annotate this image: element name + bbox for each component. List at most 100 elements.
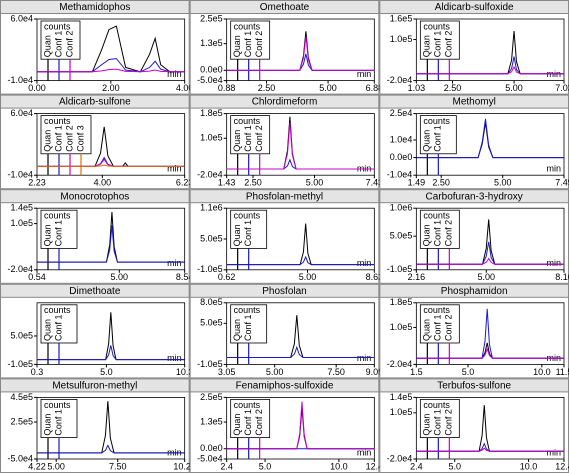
panel-title: Aldicarb-sulfoxide — [435, 2, 514, 13]
y-tick-label: 8.0e5 — [200, 297, 223, 307]
x-tick-label: 5.00 — [306, 178, 324, 188]
legend-label: Quan — [232, 130, 242, 152]
x-tick-label: 5.00 — [111, 272, 129, 282]
panel-border — [379, 283, 569, 379]
x-tick-label: 0.3 — [31, 367, 44, 377]
legend-label: Conf 2 — [64, 125, 74, 152]
panel-border — [0, 94, 190, 190]
x-tick-label: 10.0 — [533, 367, 551, 377]
x-tick-label: 5.0 — [259, 461, 272, 471]
plot-frame — [226, 18, 375, 81]
y-axis-label: counts — [44, 400, 71, 410]
plot-frame — [36, 396, 186, 460]
y-tick-label: -2.0e4 — [197, 170, 223, 180]
plot-frame — [36, 113, 186, 176]
y-axis-label: counts — [44, 21, 71, 31]
x-tick-label: 8.16 — [555, 272, 569, 282]
y-axis-label: counts — [234, 211, 261, 221]
legend-label: Quan — [422, 130, 432, 152]
legend-label: Conf 2 — [444, 220, 454, 247]
title-bar — [0, 189, 190, 204]
x-tick-label: 5.00 — [505, 83, 523, 93]
title-bar — [0, 378, 190, 393]
trace — [226, 36, 375, 71]
x-tick-label: 2.4 — [220, 461, 233, 471]
y-tick-label: 2.5e5 — [200, 392, 223, 402]
y-tick-label: 1.6e5 — [390, 13, 413, 23]
x-tick-label: 2.50 — [432, 178, 450, 188]
x-axis-label: min — [167, 258, 182, 268]
panel-title: Carbofuran-3-hydroxy — [426, 191, 523, 202]
x-tick-label: 4.00 — [94, 178, 112, 188]
y-tick-label: -2.0e4 — [387, 75, 413, 85]
legend-label: Quan — [42, 35, 52, 57]
x-axis-label: min — [357, 447, 372, 457]
title-bar — [0, 283, 190, 298]
y-tick-label: 1.3e5 — [200, 416, 223, 426]
legend-label: Conf 1 — [243, 31, 253, 58]
legend-label: Quan — [42, 414, 52, 436]
trace — [416, 447, 564, 452]
x-axis-label: min — [357, 69, 372, 79]
x-axis-label: min — [546, 447, 561, 457]
y-tick-label: 6.0e4 — [10, 13, 33, 23]
y-tick-label: 1.1e6 — [200, 203, 223, 213]
x-tick-label: 11.5 — [556, 367, 569, 377]
legend-label: Quan — [232, 319, 242, 341]
y-tick-label: 1.3e5 — [200, 38, 223, 48]
x-tick-label: 2.00 — [102, 83, 120, 93]
plot-frame — [415, 207, 565, 271]
legend-label: Quan — [42, 319, 52, 341]
legend-label: Conf 1 — [53, 220, 63, 247]
x-tick-label: 6.23 — [176, 178, 194, 188]
y-tick-label: 1.4e5 — [10, 203, 33, 213]
x-tick-label: 4.22 — [28, 461, 46, 471]
x-tick-label: 2.50 — [444, 83, 462, 93]
y-axis-label: counts — [423, 400, 450, 410]
legend-label: Quan — [422, 319, 432, 341]
panel-border — [189, 283, 380, 379]
x-tick-label: 7.43 — [366, 178, 384, 188]
panel-title: Phosphamidon — [441, 286, 508, 297]
legend-label: Quan — [42, 224, 52, 246]
trace — [37, 126, 185, 167]
legend-box — [419, 398, 460, 438]
x-axis-label: min — [546, 258, 561, 268]
panel-title: Dimethoate — [69, 286, 121, 297]
y-tick-label: -2.0e4 — [387, 359, 413, 369]
y-tick-label: -1.0e5 — [197, 359, 223, 369]
legend-box — [40, 115, 92, 155]
y-tick-label: -1.0e4 — [7, 170, 33, 180]
legend-box — [230, 115, 271, 155]
trace — [37, 345, 185, 361]
x-tick-label: 0.88 — [218, 83, 236, 93]
y-tick-label: -5.0e4 — [197, 453, 223, 463]
title-bar — [189, 378, 380, 393]
title-bar — [189, 189, 380, 204]
x-tick-label: 2.50 — [258, 83, 276, 93]
legend-label: Quan — [232, 414, 242, 436]
legend-label: Conf 2 — [254, 31, 264, 58]
panel-border — [189, 0, 380, 95]
x-tick-label: 7.50 — [327, 367, 345, 377]
legend-label: Conf 1 — [433, 31, 443, 58]
x-tick-label: 0.00 — [28, 83, 46, 93]
y-tick-label: 1.0e4 — [390, 134, 413, 144]
y-axis-label: counts — [44, 116, 71, 126]
panel-border — [379, 94, 569, 190]
title-bar — [189, 0, 380, 14]
panel-border — [0, 378, 190, 473]
legend-label: Quan — [232, 224, 242, 246]
x-tick-label: 7.49 — [555, 178, 569, 188]
y-tick-label: 6.0e4 — [10, 108, 33, 118]
panel-border — [189, 378, 380, 473]
y-axis-label: counts — [234, 400, 261, 410]
legend-label: Conf 1 — [243, 220, 253, 247]
x-tick-label: 2.23 — [28, 178, 46, 188]
legend-label: Conf 1 — [433, 220, 443, 247]
y-axis-label: counts — [423, 21, 450, 31]
x-tick-label: 5.00 — [299, 272, 317, 282]
